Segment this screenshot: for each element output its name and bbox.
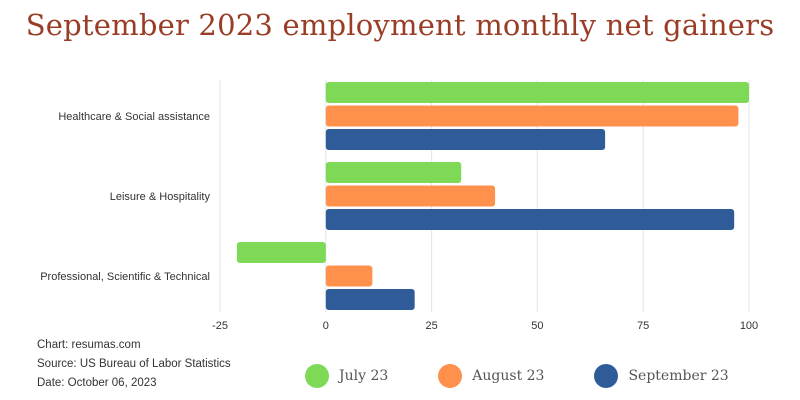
x-tick-label: 50 — [531, 320, 543, 332]
legend-item-july: July 23 — [305, 364, 388, 388]
bar-september-23-0 — [325, 129, 606, 150]
legend-swatch-july — [305, 364, 329, 388]
footer-credit: Chart: resumas.com — [37, 339, 141, 351]
legend-label-july: July 23 — [339, 368, 389, 384]
bars — [236, 82, 749, 310]
footer-source: Source: US Bureau of Labor Statistics — [37, 358, 231, 370]
legend-swatch-september — [594, 364, 619, 388]
legend-label-september: September 23 — [628, 368, 729, 384]
category-label: Healthcare & Social assistance — [58, 111, 210, 123]
footer-date: Date: October 06, 2023 — [37, 377, 157, 389]
legend-label-august: August 23 — [472, 368, 545, 384]
bar-july-23-2 — [236, 242, 326, 263]
bar-july-23-1 — [325, 162, 462, 183]
x-tick-label: -25 — [212, 320, 228, 332]
legend-item-september: September 23 — [594, 364, 729, 388]
bar-august-23-0 — [325, 105, 739, 127]
bar-august-23-2 — [325, 265, 373, 287]
x-tick-label: 100 — [740, 320, 758, 332]
bar-july-23-0 — [325, 82, 749, 103]
legend-item-august: August 23 — [438, 364, 544, 388]
legend: July 23 August 23 September 23 — [305, 364, 729, 388]
bar-september-23-1 — [325, 209, 735, 230]
legend-swatch-august — [438, 364, 463, 388]
x-tick-labels: -25 0 25 50 75 100 — [212, 320, 758, 332]
chart-title: September 2023 employment monthly net ga… — [25, 8, 775, 42]
category-label: Professional, Scientific & Technical — [40, 271, 210, 283]
category-labels: Healthcare & Social assistance Leisure & … — [40, 111, 210, 283]
bar-august-23-1 — [325, 185, 496, 207]
x-tick-label: 75 — [637, 320, 649, 332]
chart-footer: Chart: resumas.com Source: US Bureau of … — [37, 336, 231, 393]
x-tick-label: 0 — [323, 320, 329, 332]
category-label: Leisure & Hospitality — [110, 191, 211, 203]
bar-september-23-2 — [325, 289, 415, 310]
x-tick-label: 25 — [425, 320, 437, 332]
